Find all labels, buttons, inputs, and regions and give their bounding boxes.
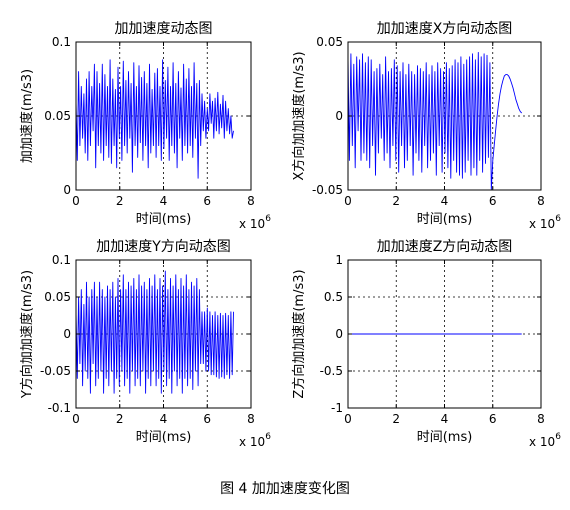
x-multiplier-base: x 10 bbox=[529, 217, 555, 231]
chart-title: 加加速度动态图 bbox=[115, 21, 213, 37]
y-tick-label: -0.05 bbox=[312, 183, 343, 197]
x-tick-label: 2 bbox=[116, 412, 124, 426]
x-multiplier-exponent: 6 bbox=[265, 214, 271, 224]
x-multiplier: x 106 bbox=[239, 214, 271, 231]
y-axis-label: X方向加加速度(m/s3) bbox=[291, 51, 307, 180]
x-multiplier-base: x 10 bbox=[239, 217, 265, 231]
chart-title: 加加速度Y方向动态图 bbox=[96, 239, 231, 255]
x-tick-label: 2 bbox=[116, 194, 124, 208]
y-tick-label: -0.5 bbox=[320, 364, 343, 378]
y-tick-label: 0 bbox=[335, 109, 343, 123]
x-multiplier-base: x 10 bbox=[529, 435, 555, 449]
x-multiplier-base: x 10 bbox=[239, 435, 265, 449]
y-tick-label: -0.1 bbox=[48, 401, 71, 415]
y-tick-label: -0.05 bbox=[40, 364, 71, 378]
x-tick-label: 0 bbox=[344, 412, 352, 426]
y-tick-label: 0 bbox=[63, 327, 71, 341]
x-tick-label: 8 bbox=[247, 194, 255, 208]
y-tick-label: 0.1 bbox=[52, 35, 71, 49]
y-tick-label: 0 bbox=[335, 327, 343, 341]
series-line bbox=[75, 270, 234, 394]
y-axis-label: 加加速度(m/s3) bbox=[19, 69, 35, 163]
x-tick-label: 6 bbox=[203, 194, 211, 208]
x-axis-label: 时间(ms) bbox=[136, 212, 192, 227]
x-tick-label: 0 bbox=[72, 194, 80, 208]
x-tick-label: 8 bbox=[247, 412, 255, 426]
series-line bbox=[75, 59, 234, 179]
x-multiplier: x 106 bbox=[239, 432, 271, 449]
x-tick-label: 8 bbox=[537, 194, 545, 208]
chart-title: 加加速度Z方向动态图 bbox=[377, 239, 513, 255]
y-tick-label: 1 bbox=[335, 253, 343, 267]
x-multiplier-exponent: 6 bbox=[555, 432, 561, 442]
x-tick-label: 4 bbox=[441, 412, 449, 426]
x-tick-label: 6 bbox=[489, 194, 497, 208]
y-tick-label: 0.05 bbox=[44, 290, 71, 304]
x-tick-label: 4 bbox=[160, 412, 168, 426]
x-tick-label: 2 bbox=[392, 412, 400, 426]
x-tick-label: 6 bbox=[489, 412, 497, 426]
x-multiplier: x 106 bbox=[529, 432, 561, 449]
x-tick-label: 0 bbox=[72, 412, 80, 426]
x-tick-label: 8 bbox=[537, 412, 545, 426]
x-multiplier-exponent: 6 bbox=[265, 432, 271, 442]
figure-caption: 图 4 加加速度变化图 bbox=[220, 481, 350, 497]
y-tick-label: 0.05 bbox=[44, 109, 71, 123]
x-multiplier: x 106 bbox=[529, 214, 561, 231]
y-tick-label: 0.1 bbox=[52, 253, 71, 267]
y-tick-label: 0.05 bbox=[316, 35, 343, 49]
chart-title: 加加速度X方向动态图 bbox=[377, 21, 513, 37]
x-tick-label: 4 bbox=[160, 194, 168, 208]
x-tick-label: 6 bbox=[203, 412, 211, 426]
x-multiplier-exponent: 6 bbox=[555, 214, 561, 224]
series-line bbox=[347, 51, 523, 191]
x-tick-label: 2 bbox=[392, 194, 400, 208]
y-tick-label: 0.5 bbox=[324, 290, 343, 304]
y-axis-label: Z方向加加速度(m/s3) bbox=[291, 269, 307, 398]
x-axis-label: 时间(ms) bbox=[136, 430, 192, 445]
x-axis-label: 时间(ms) bbox=[417, 212, 473, 227]
x-tick-label: 0 bbox=[344, 194, 352, 208]
y-tick-label: 0 bbox=[63, 183, 71, 197]
x-axis-label: 时间(ms) bbox=[417, 430, 473, 445]
y-tick-label: -1 bbox=[331, 401, 343, 415]
y-axis-label: Y方向加加速度(m/s3) bbox=[19, 270, 35, 399]
x-tick-label: 4 bbox=[441, 194, 449, 208]
